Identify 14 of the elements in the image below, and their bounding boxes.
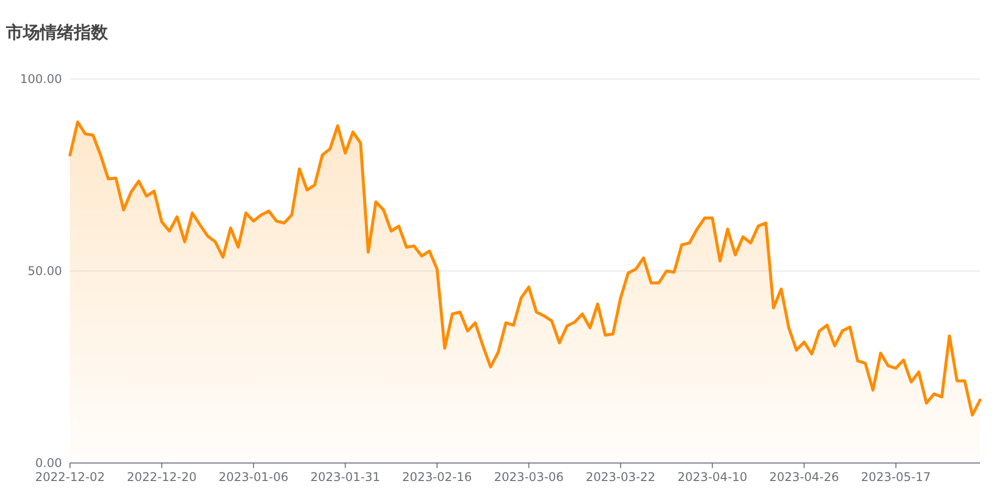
- x-tick-label: 2023-01-31: [310, 470, 380, 484]
- x-tick-label: 2022-12-02: [35, 470, 105, 484]
- chart-title: 市场情绪指数: [5, 23, 109, 43]
- x-tick-label: 2023-03-06: [494, 470, 564, 484]
- x-tick-label: 2023-01-06: [218, 470, 288, 484]
- y-tick-label: 0.00: [35, 456, 62, 470]
- y-tick-label: 50.00: [28, 264, 62, 278]
- x-tick-label: 2023-03-22: [586, 470, 656, 484]
- x-tick-label: 2023-04-26: [769, 470, 839, 484]
- y-tick-label: 100.00: [20, 72, 62, 86]
- x-tick-label: 2022-12-20: [126, 470, 197, 484]
- x-tick-label: 2023-02-16: [402, 470, 472, 484]
- x-tick-label: 2023-05-17: [861, 470, 931, 484]
- x-tick-label: 2023-04-10: [677, 470, 748, 484]
